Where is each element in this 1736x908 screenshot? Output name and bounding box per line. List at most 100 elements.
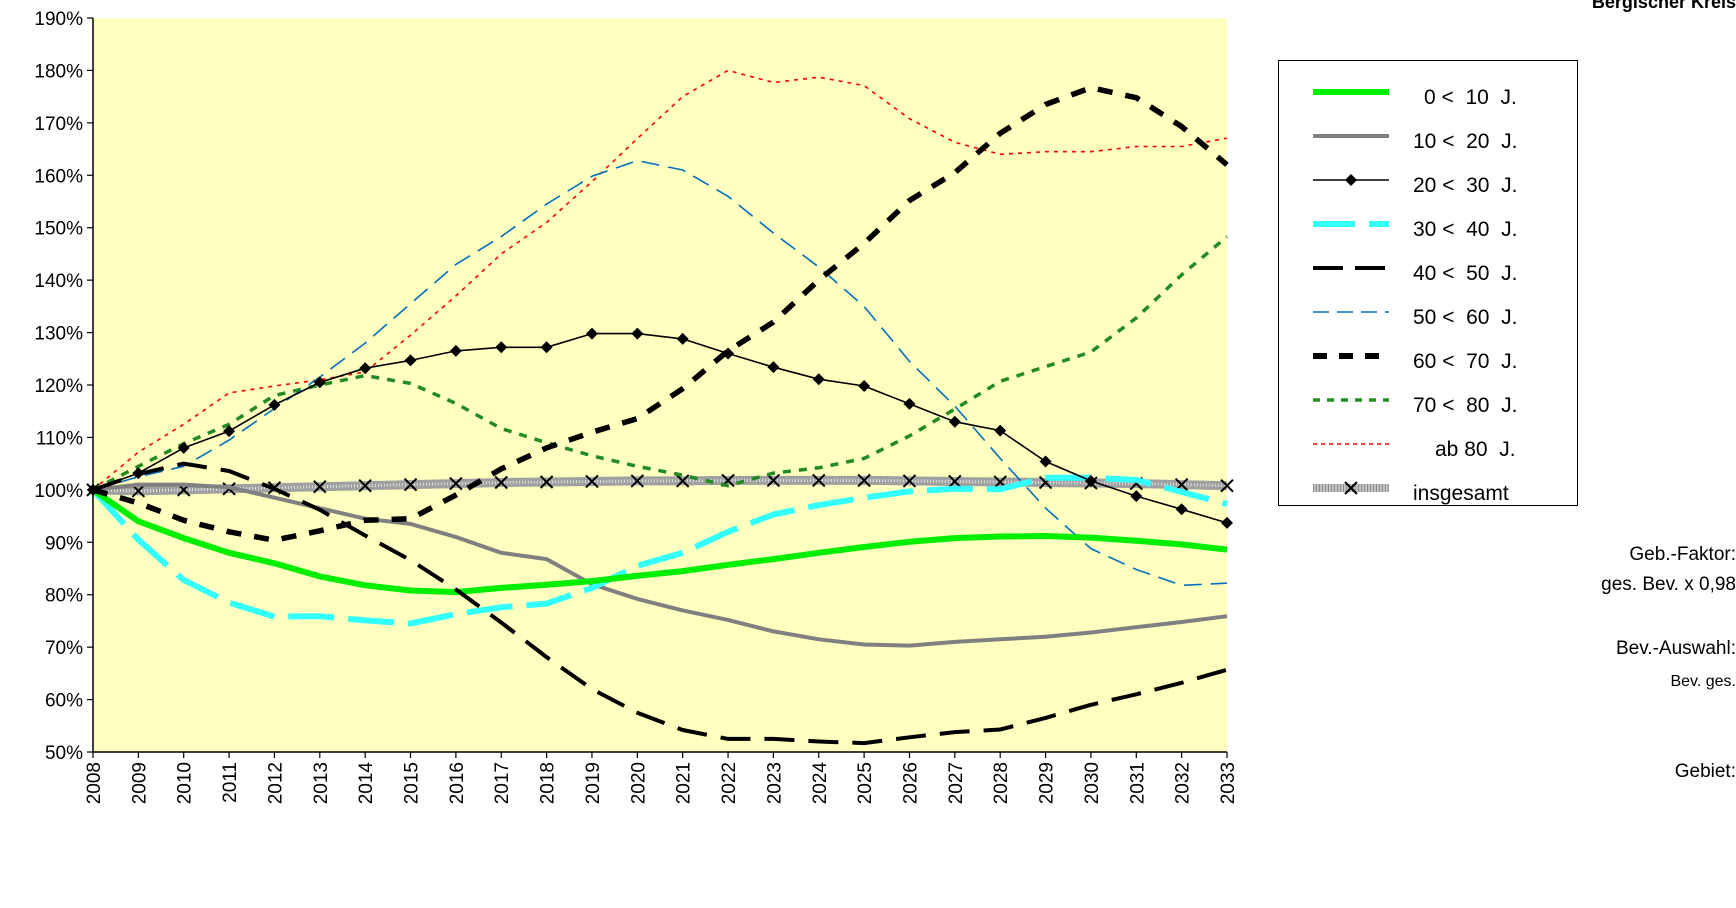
legend-label-0-10: 0 < 10 J. [1424,86,1517,109]
series-8 [92,69,1228,491]
x-tick-label: 2012 [265,762,286,804]
y-tick-label: 120% [34,376,83,397]
data-point [722,347,735,360]
x-tick-label: 2024 [810,762,831,805]
data-point [1039,455,1052,468]
data-point [812,473,826,488]
legend-label-70-80: 70 < 80 J. [1413,394,1518,417]
x-tick-label: 2032 [1173,762,1194,804]
x-tick-label: 2009 [129,762,150,804]
data-point [585,327,598,340]
legend-swatch-70-80 [1313,398,1389,402]
series-line-1 [92,482,1228,648]
data-point [630,474,645,488]
data-point [177,441,190,454]
data-point [359,362,372,375]
y-axis-ticks: 50% 60% 70% 80% 90% 100% 110% 120% 130% 140% 150% 1… [34,9,93,764]
series-line-8 [92,69,1228,491]
series-line-7 [92,235,1229,492]
legend-item-0: 0 < 10 J. [1279,77,1577,121]
legend-item-9: insgesamt [1279,473,1577,505]
data-point [540,341,553,354]
x-tick-label: 2029 [1037,762,1058,804]
population-selection-value: Bev. ges. [1670,673,1736,690]
y-tick-label: 60% [45,691,83,712]
legend-label-60-70: 60 < 70 J. [1413,350,1518,373]
x-tick-label: 2025 [855,762,876,804]
legend-item-7: 70 < 80 J. [1279,385,1577,429]
legend-swatch-50-60 [1313,311,1389,313]
data-point [631,327,644,340]
legend-swatch-0-10 [1313,89,1389,95]
x-tick-label: 2016 [447,762,468,804]
x-tick-label: 2023 [764,762,785,804]
legend-label-30-40: 30 < 40 J. [1413,218,1518,241]
data-point [449,476,463,491]
y-tick-label: 90% [45,533,83,554]
data-point [902,474,917,488]
data-point [676,332,689,345]
data-point [948,415,961,428]
legend-item-3: 30 < 40 J. [1279,209,1577,253]
series-line-6 [92,84,1229,543]
legend-swatch-ab-80 [1313,443,1389,445]
legend-label-50-60: 50 < 60 J. [1413,306,1518,329]
birth-factor-value: ges. Bev. x 0,98 [1601,574,1736,595]
data-point [767,361,780,374]
legend-item-2: 20 < 30 J. [1279,165,1577,209]
y-tick-label: 180% [34,61,83,82]
data-point [858,380,871,393]
legend-swatch-20-30 [1313,174,1389,186]
legend-label-ab-80: ab 80 J. [1435,438,1516,461]
legend-item-8: ab 80 J. [1279,429,1577,473]
data-point [403,477,418,492]
x-tick-label: 2014 [356,762,377,805]
data-point [766,473,781,488]
data-point [495,341,508,354]
legend-label-10-20: 10 < 20 J. [1413,130,1518,153]
legend-item-5: 50 < 60 J. [1279,297,1577,341]
data-point [1084,474,1097,487]
legend-swatch-30-40 [1313,221,1389,227]
legend-swatch-40-50 [1313,266,1389,270]
series-line-2 [92,332,1228,524]
legend-label-insgesamt: insgesamt [1413,482,1509,505]
y-tick-label: 130% [34,324,83,345]
y-tick-label: 100% [34,481,83,502]
legend: 0 < 10 J. 10 < 20 J. 20 < 30 J. 30 < 40 … [1278,60,1578,506]
legend-item-1: 10 < 20 J. [1279,121,1577,165]
series-line-texture [92,478,1228,493]
data-point [857,473,871,488]
x-tick-label: 2033 [1218,762,1239,804]
data-point [313,480,327,494]
y-tick-label: 50% [45,743,83,764]
y-tick-label: 190% [34,9,83,30]
data-point [1220,478,1234,493]
data-point [223,425,236,438]
x-tick-label: 2027 [946,762,967,804]
data-point [132,467,145,480]
series-7 [92,235,1229,492]
series-3 [90,474,1228,627]
data-point [494,475,508,490]
series-0 [91,487,1228,596]
data-point [1130,490,1143,503]
series-line-5 [92,159,1228,587]
legend-item-6: 60 < 70 J. [1279,341,1577,385]
x-tick-label: 2030 [1082,762,1103,804]
y-tick-label: 80% [45,586,83,607]
data-point [994,424,1007,437]
series-line-0 [91,487,1228,596]
y-tick-label: 160% [34,166,83,187]
x-tick-label: 2020 [628,762,649,804]
data-point [268,398,281,411]
region-title: Bergischer Kreis [1591,0,1736,12]
legend-label-20-30: 20 < 30 J. [1413,174,1518,197]
series-2 [87,327,1233,529]
x-tick-label: 2026 [900,762,921,804]
y-tick-label: 170% [34,114,83,135]
legend-swatch-60-70 [1313,353,1389,359]
x-tick-label: 2019 [583,762,604,804]
data-point [449,344,462,357]
